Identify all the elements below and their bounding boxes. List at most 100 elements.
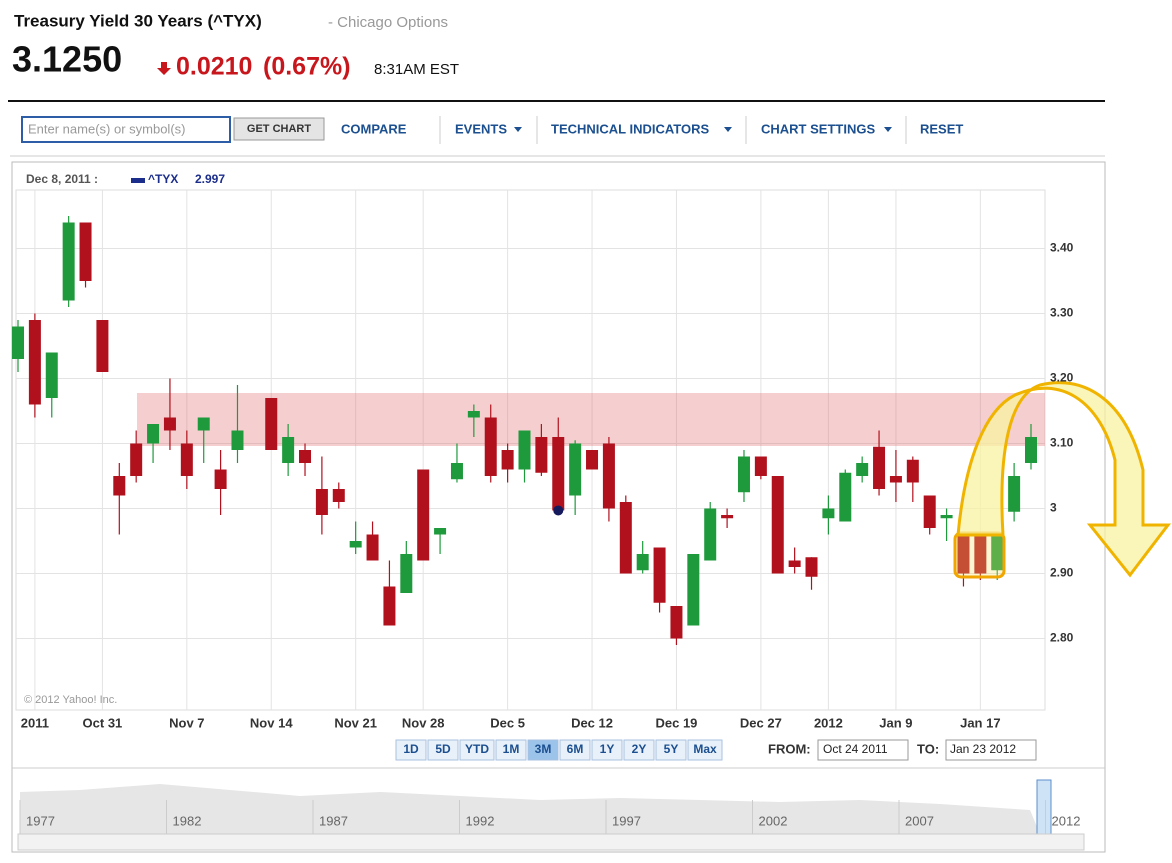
navigator-year: 2002 <box>759 813 788 828</box>
range-button-label: Max <box>693 742 717 756</box>
range-button-label: 5Y <box>664 742 679 756</box>
tooltip-date: Dec 8, 2011 : <box>26 172 98 186</box>
candle-body <box>923 495 936 528</box>
candle-body <box>163 417 176 431</box>
down-arrow-icon <box>157 62 171 75</box>
candle-body <box>62 222 75 301</box>
get-chart-button[interactable] <box>233 117 325 141</box>
navigator-year: 2007 <box>905 813 934 828</box>
range-button[interactable] <box>459 739 495 761</box>
candle-body <box>653 547 666 603</box>
candle-body <box>771 476 784 574</box>
range-button[interactable] <box>527 739 559 761</box>
y-tick-label: 2.90 <box>1050 566 1074 580</box>
quote-change: 0.0210 <box>176 53 252 81</box>
tooltip-value: 2.997 <box>195 172 225 186</box>
to-label: TO: <box>917 741 939 756</box>
candle-body <box>754 456 767 476</box>
range-buttons: 1D 5D YTD 1M 3M 6M 1Y 2Y 5Y Max <box>395 739 723 761</box>
copyright: © 2012 Yahoo! Inc. <box>24 694 117 706</box>
candle-body <box>552 437 565 511</box>
legend-swatch <box>131 178 145 183</box>
highlight-box <box>953 531 1006 579</box>
hover-marker <box>553 505 564 516</box>
navigator-scrollbar[interactable] <box>17 833 1085 851</box>
symbol-input[interactable] <box>21 116 231 143</box>
candle-body <box>467 411 480 418</box>
range-button[interactable] <box>395 739 427 761</box>
candle-body <box>450 463 463 480</box>
candle-body <box>417 469 430 561</box>
symbol-input-placeholder: Enter name(s) or symbol(s) <box>28 121 185 136</box>
candle-body <box>957 534 970 574</box>
y-tick-label: 3.40 <box>1050 241 1074 255</box>
range-button[interactable] <box>687 739 723 761</box>
range-button-label: 1D <box>403 742 419 756</box>
to-date: Jan 23 2012 <box>950 742 1016 756</box>
candle-body <box>889 476 902 483</box>
candle-body <box>788 560 801 567</box>
candle-body <box>721 515 734 519</box>
candle-body <box>130 443 143 476</box>
compare-menu[interactable]: COMPARE <box>341 121 407 136</box>
candle-body <box>839 472 852 522</box>
range-button[interactable] <box>559 739 591 761</box>
candle-body <box>113 476 126 496</box>
candle-body <box>45 352 58 398</box>
candle-body <box>670 606 683 639</box>
navigator-year: 1982 <box>173 813 202 828</box>
navigator-year: 1992 <box>466 813 495 828</box>
quote-source: - Chicago Options <box>328 14 448 31</box>
from-date: Oct 24 2011 <box>823 742 888 756</box>
candle-body <box>991 534 1004 571</box>
x-tick-label: Nov 14 <box>250 715 293 730</box>
x-tick-label: Dec 19 <box>655 715 697 730</box>
candles <box>12 216 1037 645</box>
candle-body <box>1025 437 1037 463</box>
technical-indicators-menu[interactable]: TECHNICAL INDICATORS <box>551 121 710 136</box>
quote-title: Treasury Yield 30 Years (^TYX) <box>14 11 262 30</box>
candle-body <box>147 424 160 444</box>
navigator-year: 1977 <box>26 813 55 828</box>
candle-body <box>197 417 210 431</box>
to-input[interactable] <box>945 739 1037 761</box>
range-button[interactable] <box>427 739 459 761</box>
dropdown-icon <box>724 127 732 132</box>
dropdown-icon <box>514 127 522 132</box>
range-button[interactable] <box>655 739 687 761</box>
candle-body <box>349 541 362 548</box>
candle-body <box>856 463 869 476</box>
chart-settings-menu[interactable]: CHART SETTINGS <box>761 121 875 136</box>
range-button[interactable] <box>495 739 527 761</box>
x-tick-label: Dec 27 <box>740 715 782 730</box>
candle-body <box>214 469 227 489</box>
candle-body <box>704 508 717 561</box>
range-button-label: 2Y <box>632 742 647 756</box>
navigator-handle[interactable] <box>1036 779 1052 836</box>
candle-body <box>434 528 447 535</box>
get-chart-label: GET CHART <box>247 123 311 135</box>
range-button[interactable] <box>623 739 655 761</box>
tooltip-symbol: ^TYX <box>148 172 178 186</box>
candle-body <box>501 450 514 470</box>
from-input[interactable] <box>817 739 909 761</box>
candle-body <box>586 450 599 470</box>
trend-arrow <box>956 381 1172 578</box>
reset-button[interactable]: RESET <box>920 121 963 136</box>
navigator-year: 1997 <box>612 813 641 828</box>
from-label: FROM: <box>768 741 811 756</box>
x-tick-label: Oct 31 <box>83 715 123 730</box>
range-button[interactable] <box>591 739 623 761</box>
candle-body <box>940 515 953 519</box>
candle-body <box>1008 476 1021 512</box>
events-menu[interactable]: EVENTS <box>455 121 507 136</box>
candle-body <box>12 326 24 359</box>
candle-body <box>231 430 244 450</box>
candle-body <box>974 534 987 574</box>
candle-body <box>315 489 328 515</box>
range-button-label: 1Y <box>600 742 615 756</box>
candle-body <box>873 446 886 489</box>
candle-body <box>805 557 818 577</box>
candle-body <box>518 430 531 470</box>
candle-body <box>737 456 750 493</box>
